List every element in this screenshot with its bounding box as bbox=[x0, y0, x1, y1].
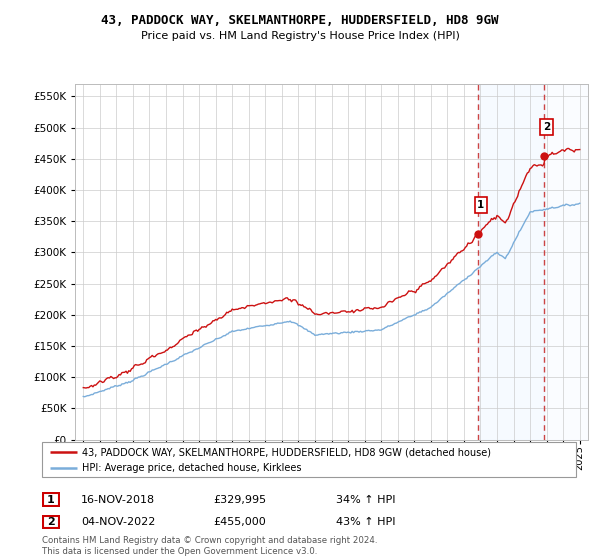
Text: 1: 1 bbox=[47, 494, 55, 505]
Text: £329,995: £329,995 bbox=[213, 494, 266, 505]
FancyBboxPatch shape bbox=[43, 493, 59, 506]
Text: 34% ↑ HPI: 34% ↑ HPI bbox=[336, 494, 395, 505]
Text: £455,000: £455,000 bbox=[213, 517, 266, 527]
Bar bbox=[544, 84, 588, 440]
Text: 43, PADDOCK WAY, SKELMANTHORPE, HUDDERSFIELD, HD8 9GW: 43, PADDOCK WAY, SKELMANTHORPE, HUDDERSF… bbox=[101, 14, 499, 27]
Text: Contains HM Land Registry data © Crown copyright and database right 2024.
This d: Contains HM Land Registry data © Crown c… bbox=[42, 536, 377, 556]
Text: 43, PADDOCK WAY, SKELMANTHORPE, HUDDERSFIELD, HD8 9GW (detached house): 43, PADDOCK WAY, SKELMANTHORPE, HUDDERSF… bbox=[82, 447, 491, 457]
Text: HPI: Average price, detached house, Kirklees: HPI: Average price, detached house, Kirk… bbox=[82, 463, 302, 473]
FancyBboxPatch shape bbox=[43, 516, 59, 528]
Bar bbox=[478, 84, 544, 440]
Text: 2: 2 bbox=[543, 122, 550, 132]
Text: 2: 2 bbox=[47, 517, 55, 527]
Text: 43% ↑ HPI: 43% ↑ HPI bbox=[336, 517, 395, 527]
Text: 16-NOV-2018: 16-NOV-2018 bbox=[81, 494, 155, 505]
Text: 04-NOV-2022: 04-NOV-2022 bbox=[81, 517, 155, 527]
Text: 1: 1 bbox=[478, 200, 485, 210]
Text: Price paid vs. HM Land Registry's House Price Index (HPI): Price paid vs. HM Land Registry's House … bbox=[140, 31, 460, 41]
